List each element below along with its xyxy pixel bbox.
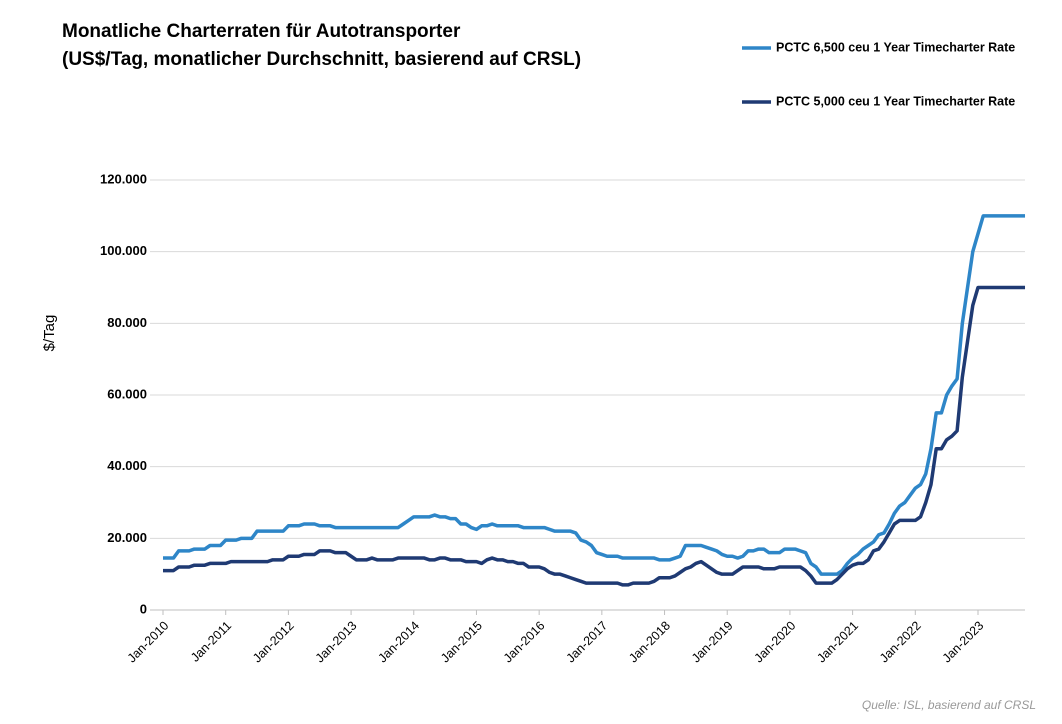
legend-label: PCTC 5,000 ceu 1 Year Timecharter Rate — [776, 94, 1015, 108]
y-tick-label: 0 — [140, 601, 147, 616]
y-axis-label: $/Tag — [41, 315, 58, 352]
x-tick-label: Jan-2022 — [877, 619, 924, 666]
x-tick-label: Jan-2014 — [375, 619, 422, 666]
chart-title: Monatliche Charterraten für Autotranspor… — [62, 21, 461, 42]
y-tick-label: 60.000 — [107, 386, 147, 401]
y-tick-label: 40.000 — [107, 458, 147, 473]
x-tick-label: Jan-2011 — [188, 619, 234, 665]
x-tick-label: Jan-2020 — [752, 619, 799, 666]
series-line — [163, 285, 1026, 587]
y-tick-label: 80.000 — [107, 315, 147, 330]
y-tick-label: 100.000 — [100, 243, 147, 258]
legend-label: PCTC 6,500 ceu 1 Year Timecharter Rate — [776, 40, 1015, 54]
x-tick-label: Jan-2021 — [814, 619, 861, 666]
x-tick-label: Jan-2018 — [626, 619, 673, 666]
x-tick-label: Jan-2015 — [438, 619, 485, 666]
chart-subtitle: (US$/Tag, monatlicher Durchschnitt, basi… — [62, 49, 581, 70]
x-tick-label: Jan-2012 — [250, 619, 297, 666]
series-line — [163, 214, 1026, 576]
y-tick-label: 20.000 — [107, 530, 147, 545]
x-tick-label: Jan-2023 — [940, 619, 987, 666]
x-tick-label: Jan-2019 — [689, 619, 736, 666]
x-tick-label: Jan-2016 — [501, 619, 548, 666]
source-note: Quelle: ISL, basierend auf CRSL — [862, 698, 1036, 712]
x-tick-label: Jan-2017 — [564, 619, 611, 666]
x-tick-label: Jan-2013 — [313, 619, 360, 666]
x-tick-label: Jan-2010 — [125, 619, 172, 666]
y-tick-label: 120.000 — [100, 171, 147, 186]
